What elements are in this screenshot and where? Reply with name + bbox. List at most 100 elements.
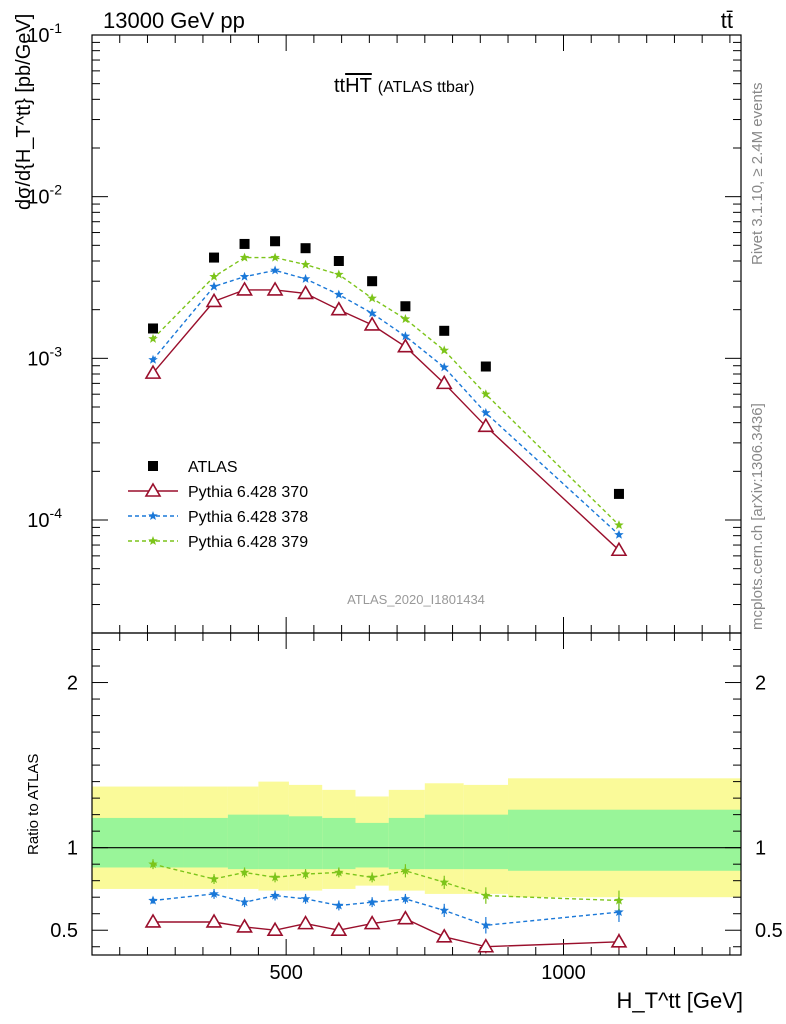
data-point bbox=[209, 281, 219, 291]
data-point bbox=[148, 333, 158, 343]
ratio-point bbox=[439, 877, 449, 887]
ratio-y-tick-label: 0.5 bbox=[50, 920, 78, 942]
ratio-frame bbox=[91, 632, 742, 956]
data-point bbox=[400, 314, 411, 324]
data-point bbox=[236, 281, 253, 296]
legend-marker bbox=[144, 482, 162, 497]
x-tick-label: 500 bbox=[269, 962, 302, 984]
data-point bbox=[614, 520, 624, 530]
data-point bbox=[270, 265, 280, 275]
data-point bbox=[435, 374, 453, 390]
ratio-point bbox=[148, 859, 158, 869]
ratio-point bbox=[334, 900, 344, 910]
ratio-point bbox=[400, 865, 411, 875]
data-point bbox=[144, 364, 162, 379]
ratio-point bbox=[209, 874, 219, 884]
data-point bbox=[209, 271, 219, 281]
uncertainty-band-inner bbox=[508, 809, 741, 871]
uncertainty-band-inner bbox=[288, 816, 323, 870]
ratio-ylabel: Ratio to ATLAS bbox=[25, 754, 42, 855]
uncertainty-band-inner bbox=[322, 817, 356, 870]
data-point bbox=[477, 417, 495, 433]
data-point bbox=[614, 529, 624, 539]
ratio-series-line bbox=[152, 893, 620, 927]
ratio-point bbox=[614, 907, 624, 917]
ratio-point bbox=[297, 915, 314, 930]
data-point bbox=[239, 252, 250, 262]
legend: ATLAS Pythia 6.428 370 Pythia 6.428 378 Pyt… bbox=[128, 459, 308, 551]
data-point bbox=[330, 301, 348, 316]
svg-text:ttHT(ATLAS ttbar): ttHT (ATLAS ttbar) bbox=[334, 75, 474, 97]
process-header: tt̄ bbox=[721, 8, 733, 33]
ratio-point bbox=[300, 869, 311, 879]
data-point bbox=[239, 271, 250, 281]
data-point bbox=[270, 252, 280, 262]
upper-ylabel: dσ/d{H_T^tt} [pb/GeV] bbox=[13, 14, 35, 210]
ratio-point bbox=[270, 890, 280, 900]
upper-ylabel-text: dσ/d{H_T^tt} [pb/GeV] bbox=[13, 14, 35, 210]
data-point bbox=[297, 284, 314, 300]
uncertainty-band-inner bbox=[388, 817, 425, 870]
data-point bbox=[148, 354, 158, 364]
ratio-point bbox=[367, 897, 377, 907]
ratio-point bbox=[209, 888, 219, 898]
ratio-y-tick-label: 2 bbox=[755, 673, 766, 695]
data-point bbox=[300, 273, 311, 283]
ratio-point bbox=[439, 905, 449, 915]
x-axis-title: H_T^tt [GeV] bbox=[617, 988, 743, 1013]
ratio-point bbox=[144, 913, 162, 928]
ratio-series-line bbox=[153, 917, 620, 948]
ratio-y-tick-label: 0.5 bbox=[755, 920, 783, 942]
plot-title-sub: (ATLAS ttbar) bbox=[378, 79, 475, 96]
mcplots-label: mcplots.cern.ch [arXiv:1306.3436] bbox=[749, 403, 766, 630]
legend-label: ATLAS bbox=[188, 459, 238, 476]
data-point bbox=[367, 293, 377, 303]
data-point bbox=[481, 407, 491, 417]
data-point bbox=[367, 308, 377, 318]
ratio-panel: 500 1000 0.5 0.5 1 1 2 2 bbox=[50, 649, 783, 984]
upper-panel: 10-4 10-3 10-2 10-1 bbox=[27, 20, 741, 649]
uncertainty-band-inner bbox=[183, 817, 228, 868]
ratio-point bbox=[481, 920, 491, 930]
ratio-point bbox=[239, 867, 250, 877]
data-point bbox=[205, 292, 223, 308]
data-point bbox=[300, 259, 311, 269]
ratio-point bbox=[205, 913, 223, 928]
data-point bbox=[439, 325, 450, 336]
ratio-point bbox=[367, 872, 377, 882]
ratio-point bbox=[300, 893, 311, 903]
plot-title: ttHT (ATLAS ttbar) bbox=[334, 75, 474, 97]
ratio-point bbox=[435, 928, 453, 943]
ratio-point bbox=[614, 895, 624, 905]
ratio-point bbox=[236, 918, 253, 933]
data-point bbox=[334, 289, 344, 299]
ratio-series-line bbox=[152, 863, 620, 902]
data-point bbox=[209, 252, 220, 263]
ratio-y-tick-label: 1 bbox=[755, 838, 766, 860]
ratio-y-tick-label: 2 bbox=[67, 673, 78, 695]
data-point bbox=[266, 281, 284, 296]
uncertainty-band-inner bbox=[258, 814, 289, 870]
ratio-point bbox=[148, 895, 158, 905]
data-point bbox=[439, 362, 449, 372]
data-point bbox=[367, 276, 378, 287]
data-point bbox=[610, 541, 628, 557]
data-point bbox=[400, 301, 411, 312]
ratio-point bbox=[266, 921, 284, 937]
analysis-label: ATLAS_2020_I1801434 bbox=[347, 592, 485, 607]
data-point bbox=[397, 338, 414, 353]
y-tick-label: 10-2 bbox=[27, 182, 62, 209]
legend-label: Pythia 6.428 370 bbox=[188, 484, 308, 501]
ratio-point bbox=[481, 890, 491, 900]
y-tick-label: 10-3 bbox=[27, 343, 62, 370]
data-point bbox=[334, 269, 344, 279]
uncertainty-band-inner bbox=[92, 817, 184, 868]
legend-marker bbox=[148, 536, 158, 545]
uncertainty-band-inner bbox=[355, 822, 389, 868]
uncertainty-band-inner bbox=[227, 814, 259, 870]
ratio-point bbox=[363, 915, 381, 930]
energy-header: 13000 GeV pp bbox=[103, 8, 245, 33]
data-point bbox=[333, 256, 344, 267]
ratio-point bbox=[270, 872, 280, 882]
